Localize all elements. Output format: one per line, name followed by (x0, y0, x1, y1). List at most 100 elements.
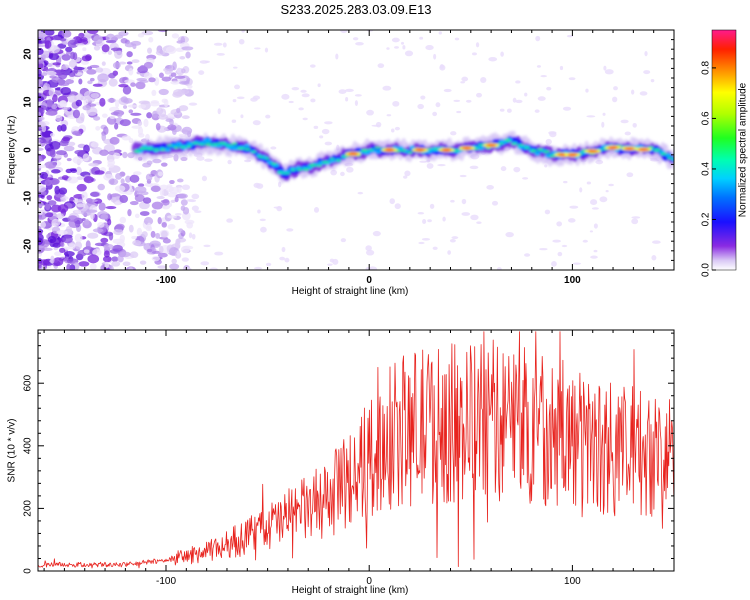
noise-blob (421, 237, 431, 241)
noise-blob (544, 209, 551, 215)
noise-blob (103, 243, 114, 250)
noise-blob (44, 161, 57, 169)
noise-blob (476, 92, 483, 98)
noise-blob (120, 178, 125, 185)
noise-blob (84, 218, 90, 226)
noise-blob (512, 97, 517, 103)
noise-blob (582, 239, 588, 243)
x-tick-label: -100 (156, 576, 176, 587)
noise-blob (234, 84, 241, 90)
noise-blob (631, 218, 639, 225)
noise-blob (117, 254, 124, 263)
noise-blob (95, 67, 104, 73)
noise-blob (442, 216, 446, 222)
noise-blob (400, 41, 405, 45)
noise-blob (549, 131, 557, 138)
noise-blob (180, 245, 190, 254)
noise-blob (115, 172, 122, 180)
noise-blob (432, 246, 438, 250)
snr-background (38, 330, 674, 571)
noise-blob (418, 241, 425, 245)
noise-blob (476, 221, 482, 224)
noise-blob (180, 156, 188, 162)
ridge-core (667, 156, 674, 160)
noise-blob (586, 115, 596, 118)
noise-blob (123, 98, 133, 104)
noise-blob (81, 55, 92, 62)
noise-blob (186, 199, 195, 202)
noise-blob (67, 39, 79, 49)
colorbar: 0.0 0.2 0.4 0.6 0.8 Normalized spectral ampli… (701, 29, 749, 277)
ridge-core (374, 150, 382, 154)
noise-blob (58, 140, 70, 147)
ridge-hotspot-core (415, 148, 426, 152)
noise-blob (157, 30, 169, 33)
noise-blob (105, 205, 117, 210)
noise-blob (73, 65, 79, 75)
noise-blob (94, 170, 105, 175)
noise-blob (109, 115, 116, 119)
ridge-core (139, 147, 148, 150)
noise-blob (605, 189, 609, 193)
noise-blob (346, 166, 354, 173)
noise-blob (112, 62, 121, 69)
noise-blob (236, 96, 245, 100)
ridge-core (290, 168, 296, 172)
noise-blob (145, 133, 150, 141)
noise-blob (179, 56, 186, 60)
x-tick-label: 0 (366, 275, 372, 286)
noise-blob (366, 109, 374, 116)
ridge-core (166, 144, 173, 147)
noise-blob (52, 257, 64, 266)
noise-blob (57, 82, 70, 87)
noise-blob (83, 249, 90, 254)
noise-blob (142, 197, 152, 204)
noise-blob (499, 108, 505, 112)
noise-blob (216, 53, 225, 56)
noise-blob (186, 221, 194, 229)
noise-blob (185, 51, 191, 59)
noise-blob (65, 51, 72, 55)
noise-blob (119, 194, 129, 204)
noise-blob (111, 256, 119, 262)
noise-blob (579, 187, 583, 193)
noise-blob (461, 76, 469, 82)
ridge-core (407, 151, 413, 154)
noise-blob (48, 52, 60, 61)
noise-blob (354, 100, 358, 106)
ridge-core (202, 138, 212, 143)
noise-blob (632, 122, 637, 128)
noise-blob (161, 205, 170, 210)
noise-blob (110, 47, 123, 52)
ridge-core (302, 167, 310, 171)
noise-blob (117, 113, 122, 118)
noise-blob (61, 54, 71, 61)
noise-blob (101, 44, 110, 53)
noise-blob (67, 94, 77, 103)
noise-blob (200, 261, 210, 266)
noise-blob (204, 158, 213, 162)
ridge-core (264, 157, 270, 160)
noise-blob (38, 147, 44, 151)
noise-blob (52, 62, 62, 66)
noise-blob (340, 30, 348, 34)
noise-blob (157, 252, 168, 258)
noise-blob (41, 72, 48, 77)
noise-blob (170, 199, 176, 203)
noise-blob (129, 200, 139, 206)
noise-blob (324, 141, 332, 146)
noise-blob (382, 85, 392, 91)
noise-blob (41, 125, 47, 133)
noise-blob (604, 69, 614, 75)
ridge-core (426, 148, 433, 151)
noise-blob (461, 198, 467, 205)
ridge-core (244, 148, 251, 151)
noise-blob (156, 195, 165, 200)
noise-blob (50, 255, 55, 264)
ridge-core (308, 163, 317, 167)
noise-blob (178, 228, 184, 233)
noise-blob (284, 257, 290, 263)
noise-blob (256, 183, 264, 189)
noise-blob (157, 216, 162, 225)
noise-blob (254, 266, 263, 270)
